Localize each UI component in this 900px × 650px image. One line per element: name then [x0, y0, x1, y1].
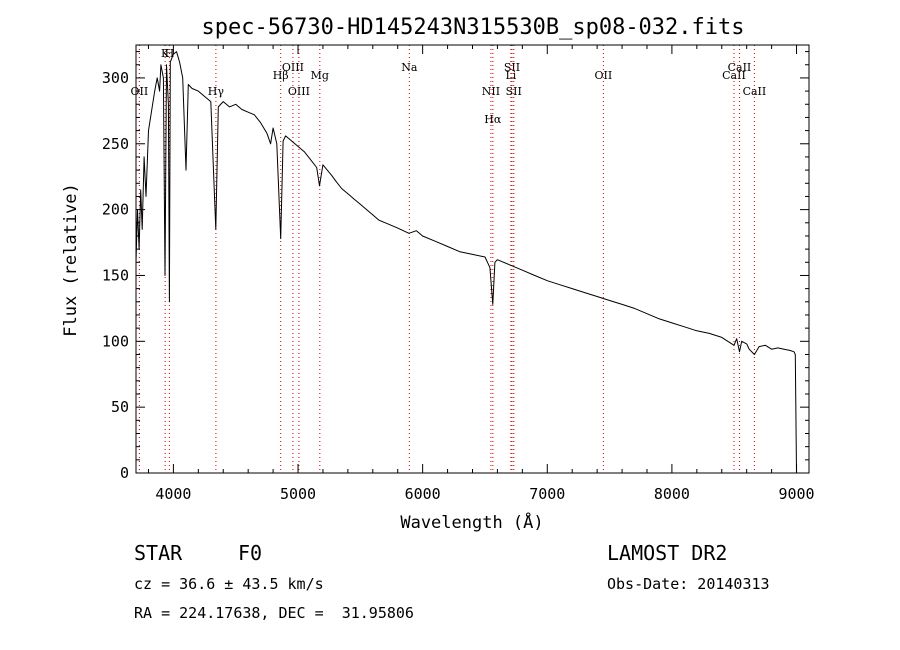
chart-title: spec-56730-HD145243N315530B_sp08-032.fit…: [201, 15, 744, 40]
x-tick-label: 9000: [778, 485, 814, 503]
marker-label: CaII: [722, 69, 746, 82]
x-tick-label: 8000: [654, 485, 690, 503]
marker-label: OIII: [282, 61, 304, 74]
y-tick-label: 150: [102, 266, 129, 284]
marker-label: SII: [504, 61, 520, 74]
marker-label: Mg: [311, 69, 329, 82]
object-class: STAR: [134, 541, 183, 565]
x-tick-label: 6000: [405, 485, 441, 503]
marker-label: Hβ: [273, 69, 289, 82]
spectrum-series: [135, 51, 797, 474]
y-tick-label: 250: [102, 135, 129, 153]
y-tick-label: 50: [111, 398, 129, 416]
series-line: [135, 51, 797, 474]
marker-label: SII: [506, 85, 522, 98]
x-axis-ticks: 4000 5000 6000 7000 8000 9000: [147, 45, 815, 503]
marker-label: Li: [505, 69, 516, 82]
plot-frame: [135, 44, 810, 474]
marker-label: H: [165, 47, 175, 60]
marker-label: K: [161, 47, 170, 60]
x-tick-label: 7000: [529, 485, 565, 503]
coordinates: RA = 224.17638, DEC = 31.95806: [134, 604, 414, 622]
marker-label: NII: [482, 85, 500, 98]
marker-label: Na: [401, 61, 418, 74]
survey-name: LAMOST DR2: [607, 541, 728, 565]
marker-label: Hγ: [208, 85, 225, 98]
y-axis-ticks: 0 50 100 150 200 250 300: [102, 51, 809, 482]
marker-label: CaII: [743, 85, 767, 98]
marker-label: OIII: [288, 85, 310, 98]
marker-label: CaII: [728, 61, 752, 74]
obs-date: Obs-Date: 20140313: [607, 575, 770, 593]
x-tick-label: 5000: [280, 485, 316, 503]
marker-label: OII: [595, 69, 613, 82]
y-tick-label: 200: [102, 201, 129, 219]
y-axis-label: Flux (relative): [61, 183, 81, 337]
x-axis-label: Wavelength (Å): [400, 511, 543, 533]
y-tick-label: 100: [102, 332, 129, 350]
subclass: F0: [238, 541, 263, 565]
y-tick-label: 300: [102, 69, 129, 87]
y-tick-label: 0: [120, 464, 129, 482]
x-tick-label: 4000: [155, 485, 191, 503]
marker-label: Hα: [484, 113, 502, 126]
redshift: cz = 36.6 ± 43.5 km/s: [134, 575, 324, 593]
